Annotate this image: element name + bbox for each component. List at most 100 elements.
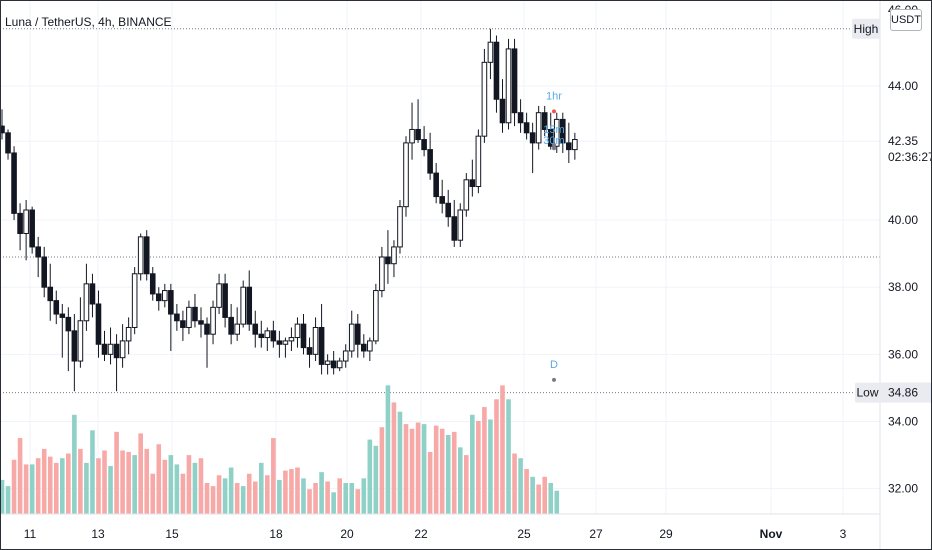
volume-bar bbox=[421, 424, 427, 514]
candle-body bbox=[192, 306, 198, 322]
volume-bar bbox=[66, 453, 71, 514]
candle-body bbox=[499, 98, 506, 124]
candle-body bbox=[433, 172, 439, 198]
candle-body bbox=[264, 330, 271, 339]
candle-body bbox=[342, 350, 349, 362]
candle-body bbox=[276, 340, 283, 345]
volume-bar bbox=[349, 483, 355, 514]
volume-bar bbox=[277, 479, 282, 514]
volume-bar bbox=[132, 455, 137, 514]
candle-body bbox=[354, 323, 361, 345]
candle-body bbox=[5, 132, 11, 154]
marker-label: 15m bbox=[543, 124, 564, 136]
volume-bar bbox=[301, 478, 306, 514]
candles[interactable] bbox=[0, 28, 578, 392]
volume-bar bbox=[150, 473, 156, 514]
candle-body bbox=[149, 273, 156, 295]
candle-body bbox=[95, 303, 102, 345]
volume-bar bbox=[319, 472, 324, 514]
candle-body bbox=[559, 118, 566, 144]
marker-dot bbox=[552, 142, 556, 147]
chart-title: Luna / TetherUS, 4h, BINANCE bbox=[5, 15, 172, 29]
y-tick-label: 38.00 bbox=[888, 280, 918, 294]
candle-body bbox=[415, 128, 421, 141]
low-label: Low bbox=[856, 386, 878, 400]
volume-bar bbox=[313, 483, 318, 514]
candle-body bbox=[529, 132, 536, 144]
volume-bar bbox=[530, 476, 535, 514]
x-tick-label: 29 bbox=[659, 527, 673, 541]
x-tick-label: 3 bbox=[840, 527, 847, 541]
volume-bar bbox=[114, 431, 119, 514]
volume-bar bbox=[102, 450, 107, 514]
candle-body bbox=[330, 360, 337, 369]
candle-body bbox=[228, 316, 234, 335]
candle-body bbox=[143, 236, 150, 275]
volume-bar bbox=[512, 453, 517, 514]
candle-body bbox=[409, 128, 415, 144]
x-tick-label: 11 bbox=[24, 527, 37, 541]
candle-body bbox=[348, 323, 355, 352]
candle-body bbox=[23, 209, 29, 235]
volume-bar bbox=[17, 438, 23, 514]
currency-button[interactable]: USDT bbox=[890, 9, 922, 31]
volume-bar bbox=[518, 458, 523, 514]
volume-bar bbox=[488, 419, 493, 514]
marker-dot bbox=[552, 377, 556, 382]
high-low-lines bbox=[0, 28, 880, 394]
volume-bar bbox=[186, 455, 192, 514]
x-tick-label: 27 bbox=[589, 527, 603, 541]
volume-bar bbox=[72, 414, 77, 514]
candle-body bbox=[547, 128, 554, 147]
y-tick-label: 32.00 bbox=[888, 482, 918, 496]
volume-bar bbox=[476, 421, 481, 514]
candle-body bbox=[451, 216, 458, 241]
low-label-bg bbox=[855, 382, 880, 403]
volume-bar bbox=[379, 427, 385, 514]
volume-bar bbox=[451, 431, 457, 514]
marker-dot bbox=[552, 109, 556, 114]
candle-body bbox=[83, 283, 90, 322]
volume-bar bbox=[548, 483, 554, 514]
volume-bar bbox=[307, 489, 312, 514]
volume-bar bbox=[271, 438, 276, 514]
candle-body bbox=[511, 48, 518, 114]
candle-body bbox=[258, 333, 265, 339]
volume-bar bbox=[216, 475, 222, 514]
marker-label: 1hr bbox=[546, 90, 562, 102]
volume-bar bbox=[174, 464, 180, 514]
candle-body bbox=[65, 316, 72, 332]
volume-bar bbox=[343, 483, 349, 514]
volume-bar bbox=[427, 452, 433, 514]
candle-body bbox=[0, 125, 5, 134]
candle-body bbox=[198, 320, 204, 325]
candle-body bbox=[572, 139, 578, 151]
candle-body bbox=[475, 135, 482, 188]
volume-bar bbox=[385, 385, 391, 514]
volume-bar bbox=[35, 458, 41, 514]
candle-body bbox=[306, 347, 313, 355]
candle-body bbox=[391, 246, 397, 265]
volume-bars bbox=[0, 385, 560, 514]
volume-bar bbox=[29, 464, 35, 514]
volume-bar bbox=[506, 399, 511, 514]
candle-body bbox=[210, 306, 216, 335]
x-tick-label: 15 bbox=[165, 527, 179, 541]
candle-body bbox=[487, 41, 494, 63]
high-label: High bbox=[854, 22, 879, 36]
volume-bar bbox=[168, 455, 174, 514]
x-tick-label: 20 bbox=[340, 527, 354, 541]
volume-bar bbox=[337, 478, 342, 514]
candle-body bbox=[336, 360, 343, 369]
candle-body bbox=[186, 306, 192, 328]
candle-body bbox=[162, 290, 168, 302]
volume-bar bbox=[180, 473, 186, 514]
candle-body bbox=[137, 236, 144, 275]
volume-bar bbox=[234, 483, 240, 514]
candle-body bbox=[29, 209, 35, 248]
candle-body bbox=[493, 41, 500, 100]
volume-bar bbox=[0, 479, 5, 514]
volume-bar bbox=[265, 475, 270, 514]
volume-bar bbox=[470, 414, 475, 514]
